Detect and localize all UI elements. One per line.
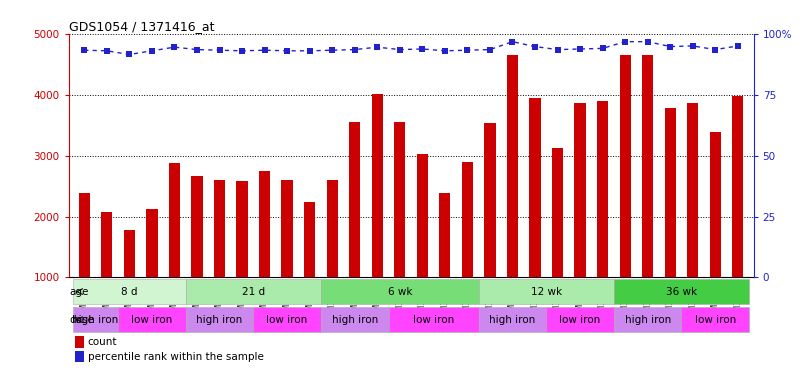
Bar bbox=[185, 279, 321, 304]
Point bbox=[145, 48, 158, 54]
Bar bbox=[321, 307, 388, 332]
Point bbox=[258, 47, 271, 53]
Text: GDS1054 / 1371416_at: GDS1054 / 1371416_at bbox=[69, 20, 214, 33]
Bar bbox=[614, 279, 749, 304]
Bar bbox=[479, 307, 546, 332]
Bar bbox=[102, 211, 113, 338]
Point bbox=[619, 39, 632, 45]
Text: high iron: high iron bbox=[625, 315, 671, 325]
Bar bbox=[321, 279, 479, 304]
Bar bbox=[665, 108, 676, 338]
Bar bbox=[546, 307, 614, 332]
Text: high iron: high iron bbox=[197, 315, 243, 325]
Point bbox=[551, 46, 564, 53]
Point bbox=[596, 45, 609, 51]
Bar bbox=[168, 163, 180, 338]
Text: percentile rank within the sample: percentile rank within the sample bbox=[88, 352, 264, 362]
Text: low iron: low iron bbox=[131, 315, 172, 325]
Bar bbox=[214, 180, 225, 338]
Point bbox=[393, 46, 406, 53]
Point bbox=[213, 47, 226, 53]
Bar bbox=[124, 230, 135, 338]
Bar bbox=[281, 180, 293, 338]
Bar bbox=[372, 94, 383, 338]
Point bbox=[642, 39, 654, 45]
Text: 12 wk: 12 wk bbox=[530, 286, 562, 297]
Point bbox=[574, 46, 587, 52]
Bar bbox=[191, 176, 202, 338]
Text: 21 d: 21 d bbox=[242, 286, 265, 297]
Text: age: age bbox=[69, 286, 89, 297]
Point bbox=[326, 47, 339, 53]
Bar bbox=[507, 55, 518, 338]
Point bbox=[438, 48, 451, 54]
Bar bbox=[73, 279, 185, 304]
Text: 8 d: 8 d bbox=[121, 286, 138, 297]
Bar bbox=[620, 55, 631, 338]
Bar bbox=[479, 279, 614, 304]
Text: high iron: high iron bbox=[331, 315, 378, 325]
Bar bbox=[484, 123, 496, 338]
Point bbox=[123, 51, 135, 57]
Text: high iron: high iron bbox=[489, 315, 536, 325]
Bar bbox=[118, 307, 185, 332]
Bar bbox=[709, 132, 721, 338]
Point bbox=[78, 47, 91, 53]
Bar bbox=[642, 55, 654, 338]
Text: 36 wk: 36 wk bbox=[666, 286, 697, 297]
Text: low iron: low iron bbox=[695, 315, 736, 325]
Bar bbox=[530, 98, 541, 338]
Bar bbox=[146, 209, 157, 338]
Bar bbox=[253, 307, 321, 332]
Point bbox=[168, 44, 181, 50]
Text: low iron: low iron bbox=[267, 315, 308, 325]
Text: low iron: low iron bbox=[559, 315, 600, 325]
Text: low iron: low iron bbox=[413, 315, 455, 325]
Bar bbox=[236, 181, 247, 338]
Bar bbox=[682, 307, 749, 332]
Point bbox=[506, 39, 519, 45]
Point bbox=[101, 48, 114, 54]
Bar bbox=[614, 307, 682, 332]
Point bbox=[461, 47, 474, 53]
Bar bbox=[185, 307, 253, 332]
Bar bbox=[394, 122, 405, 338]
Bar bbox=[439, 194, 451, 338]
Text: count: count bbox=[88, 337, 117, 347]
Bar bbox=[462, 162, 473, 338]
Point bbox=[235, 48, 248, 54]
Bar bbox=[349, 122, 360, 338]
Point bbox=[280, 48, 293, 54]
Bar bbox=[597, 101, 609, 338]
Bar bbox=[575, 103, 586, 338]
Point bbox=[348, 46, 361, 53]
Point bbox=[664, 44, 677, 50]
Bar bbox=[73, 307, 118, 332]
Bar bbox=[732, 96, 743, 338]
Point bbox=[484, 46, 496, 53]
Bar bbox=[388, 307, 479, 332]
Text: 6 wk: 6 wk bbox=[388, 286, 412, 297]
Point bbox=[416, 46, 429, 52]
Bar bbox=[688, 103, 698, 338]
Bar bbox=[326, 180, 338, 338]
Text: high iron: high iron bbox=[73, 315, 118, 325]
Point bbox=[529, 44, 542, 50]
Point bbox=[687, 43, 700, 49]
Bar bbox=[552, 148, 563, 338]
Point bbox=[190, 46, 203, 53]
Bar bbox=[259, 171, 270, 338]
Bar bbox=[79, 194, 90, 338]
Bar bbox=[76, 351, 84, 362]
Text: dose: dose bbox=[69, 315, 93, 325]
Point bbox=[371, 44, 384, 50]
Point bbox=[708, 46, 721, 53]
Point bbox=[303, 48, 316, 54]
Bar bbox=[417, 154, 428, 338]
Point bbox=[731, 43, 744, 49]
Bar bbox=[76, 336, 84, 348]
Bar bbox=[304, 202, 315, 338]
